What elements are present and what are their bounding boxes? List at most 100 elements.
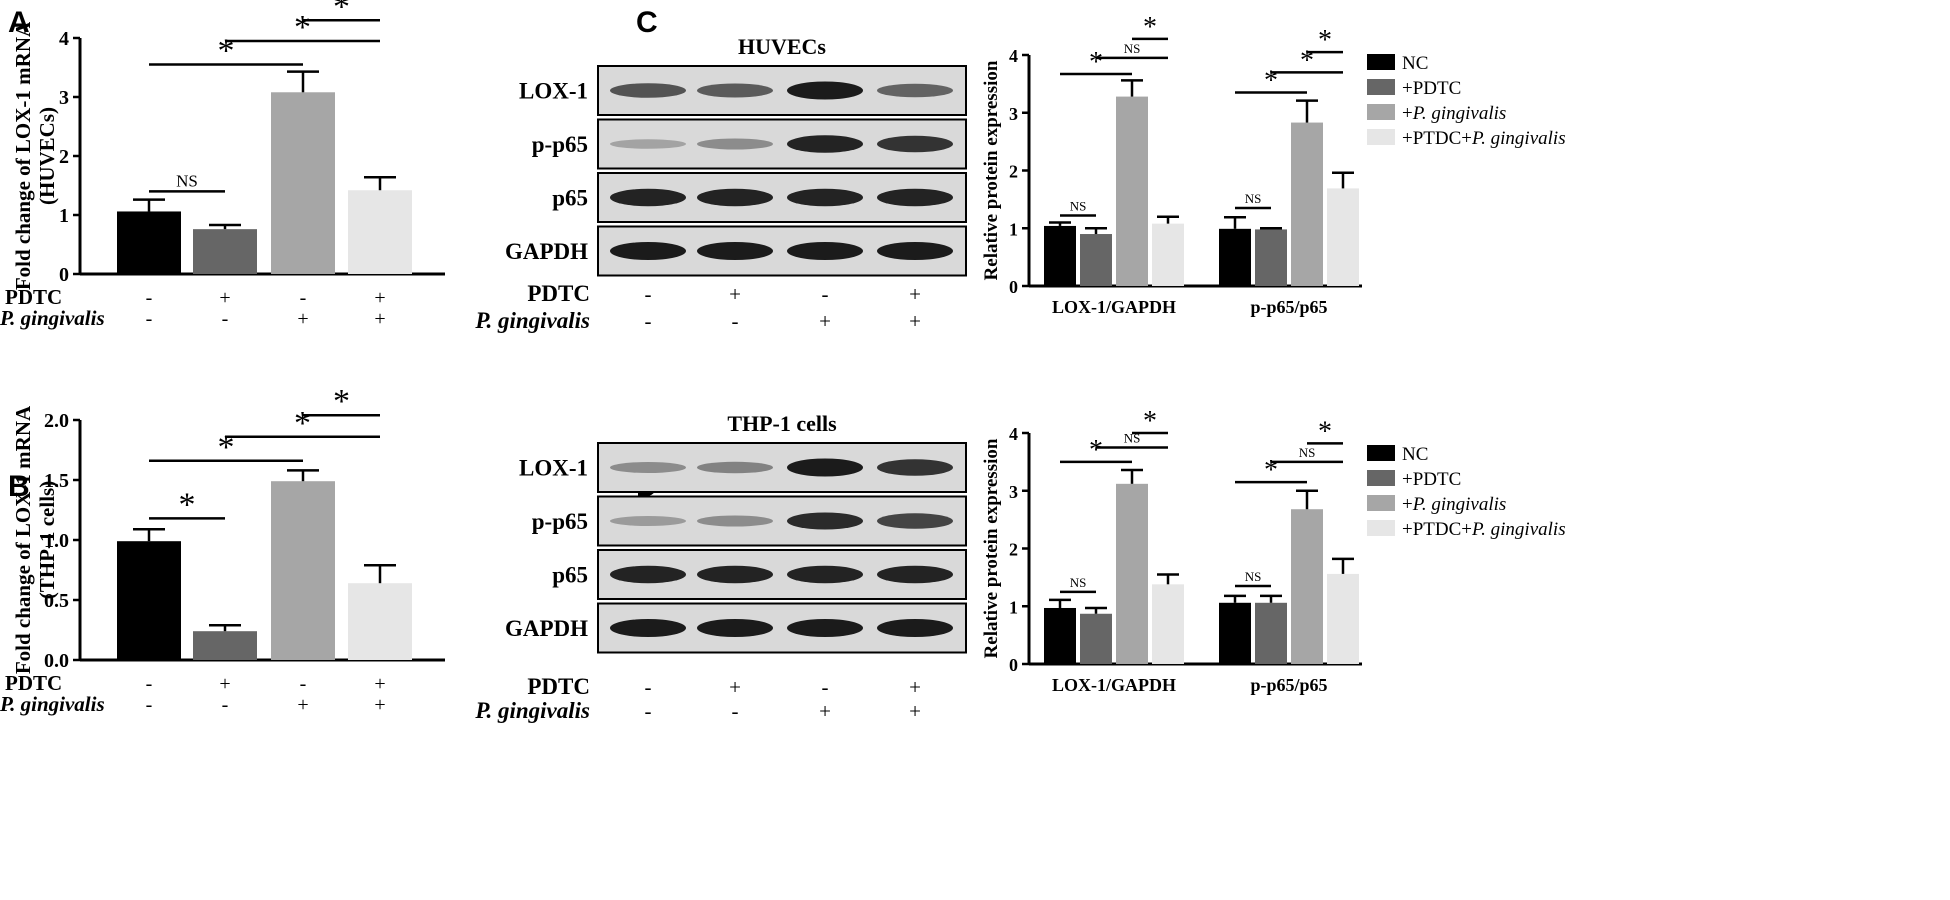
y-tick-label: 2 [59,146,69,168]
legend-swatch [1367,445,1395,461]
blot-band [787,242,863,260]
y-tick-label: 0.0 [44,650,69,672]
significance-label: NS [1299,445,1316,460]
blot-row-label: p65 [552,186,588,211]
significance-label: * [218,33,235,70]
pg-sign: + [297,308,308,330]
y-axis-label-sub: (THP-1 cells) [35,481,59,599]
pdtc-sign: + [909,675,921,699]
blot-band [610,516,686,526]
significance-label: NS [1070,575,1087,590]
pg-sign: - [645,699,652,723]
blot-band [697,188,773,207]
significance-label: * [218,429,235,466]
pg-sign: - [732,309,739,333]
blot-band [610,462,686,473]
significance-label: NS [1124,41,1141,56]
blot-band [610,619,686,637]
chart-a: 0 1 2 3 4 NS * * * Fold change of LOX-1 mRNA (HUVE… [0,0,445,330]
significance-label: * [1089,435,1103,466]
y-tick-label: 0 [59,264,69,286]
legend-swatch [1367,104,1395,120]
blot-band [877,565,953,584]
y-tick-label: 4 [1009,46,1018,66]
pdtc-label: PDTC [527,281,590,306]
significance-label: * [1318,25,1332,56]
y-axis-label: Fold change of LOX-1 mRNA [11,21,35,290]
x-category-label: LOX-1/GAPDH [1052,675,1176,695]
bar [1291,122,1323,286]
pdtc-sign: + [729,675,741,699]
significance-label: * [179,486,196,523]
pdtc-sign: - [645,282,652,306]
blot-row-label: p-p65 [532,509,588,534]
legend-label: +P. gingivalis [1402,103,1506,124]
significance-label: NS [176,171,198,190]
blot-row-label: GAPDH [505,239,588,264]
bar [1080,613,1112,664]
legend-label: +PTDC+P. gingivalis [1402,519,1566,540]
pdtc-sign: + [909,282,921,306]
pg-sign: + [374,694,385,716]
significance-label: * [294,9,311,46]
panel-label-b: B [8,470,30,503]
y-tick-label: 1.0 [44,530,69,552]
y-tick-label: 1 [1009,219,1018,239]
y-tick-label: 3 [59,87,69,109]
bar [117,541,181,660]
blot-band [877,188,953,207]
bar [1116,483,1148,664]
legend-label: +PTDC+P. gingivalis [1402,128,1566,149]
legend-label: NC [1402,53,1428,74]
y-tick-label: 0 [1009,655,1018,675]
blot-band [877,242,953,260]
pg-label: P. gingivalis [0,692,105,716]
y-tick-label: 3 [1009,482,1018,502]
y-tick-label: 3 [1009,104,1018,124]
blot-band [787,188,863,207]
blot-band [877,459,953,476]
legend-swatch [1367,129,1395,145]
chart-b: 0.0 0.5 1.0 1.5 2.0 * * * * Fold change of LOX-1 … [0,383,445,716]
bar [193,229,257,274]
y-tick-label: 2 [1009,162,1018,182]
bar [271,481,335,660]
y-tick-label: 1 [1009,597,1018,617]
significance-label: * [333,383,350,420]
blot-band [787,135,863,153]
significance-label: * [1318,416,1332,447]
blot-band [877,83,953,98]
y-tick-label: 0.5 [44,590,69,612]
bar [1291,509,1323,664]
bar [1255,229,1287,286]
bar [348,583,412,660]
blot-band [697,461,773,474]
blot-band [610,242,686,260]
legend-label: NC [1402,444,1428,465]
pdtc-sign: + [374,287,385,309]
y-tick-label: 2.0 [44,410,69,432]
significance-label: NS [1245,569,1262,584]
bar [1044,225,1076,286]
pdtc-sign: - [146,287,153,309]
bar [1116,96,1148,286]
bar [1255,602,1287,664]
legend-label: +P. gingivalis [1402,494,1506,515]
pg-sign: - [146,308,153,330]
legend-swatch [1367,495,1395,511]
bar [1044,607,1076,664]
significance-label: * [1264,66,1278,97]
pdtc-sign: + [219,673,230,695]
pg-label: P. gingivalis [474,308,590,333]
bar [1080,234,1112,286]
blot-row-label: LOX-1 [519,79,588,104]
y-tick-label: 1.5 [44,470,69,492]
pdtc-sign: + [729,282,741,306]
blot-band [877,619,953,637]
pdtc-label: PDTC [5,285,62,309]
blot-row-label: LOX-1 [519,456,588,481]
blot-title: HUVECs [738,34,826,59]
blot-band [610,139,686,149]
